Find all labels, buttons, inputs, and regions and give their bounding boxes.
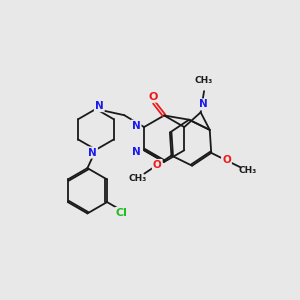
Text: O: O — [222, 155, 231, 165]
Text: Cl: Cl — [115, 208, 127, 218]
Text: N: N — [95, 101, 104, 111]
Text: O: O — [148, 92, 158, 101]
Text: N: N — [132, 147, 140, 157]
Text: CH₃: CH₃ — [238, 166, 257, 175]
Text: O: O — [153, 160, 162, 170]
Text: CH₃: CH₃ — [195, 76, 213, 85]
Text: CH₃: CH₃ — [129, 173, 147, 182]
Text: N: N — [132, 121, 140, 131]
Text: N: N — [88, 148, 97, 158]
Text: N: N — [199, 99, 207, 110]
